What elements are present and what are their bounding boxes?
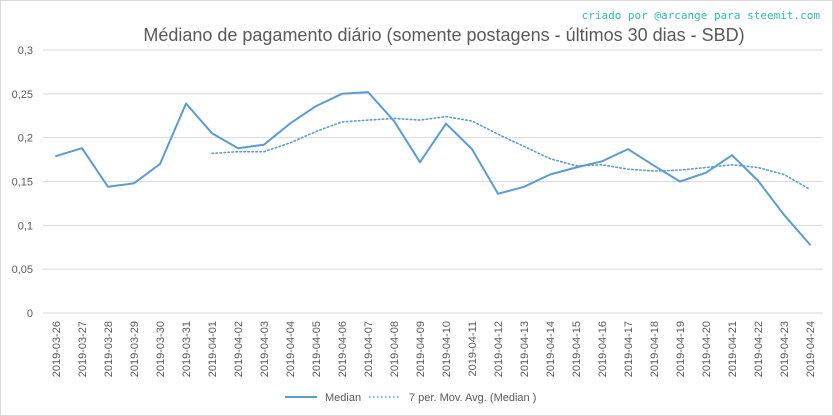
y-tick-label: 0,25: [12, 89, 33, 101]
chart-title: Médiano de pagamento diário (somente pos…: [143, 25, 745, 45]
x-tick-label: 2019-03-26: [51, 321, 63, 377]
x-tick-label: 2019-04-21: [727, 321, 739, 377]
x-tick-label: 2019-04-24: [805, 321, 817, 377]
x-tick-label: 2019-04-22: [753, 321, 765, 377]
x-tick-label: 2019-04-10: [441, 321, 453, 377]
x-tick-label: 2019-04-04: [285, 321, 297, 377]
y-tick-label: 0,1: [18, 220, 33, 232]
x-tick-label: 2019-04-07: [363, 321, 375, 377]
y-tick-label: 0,05: [12, 264, 33, 276]
y-tick-label: 0,15: [12, 177, 33, 189]
y-tick-label: 0,3: [18, 45, 33, 57]
y-tick-label: 0,2: [18, 133, 33, 145]
x-tick-label: 2019-04-09: [415, 321, 427, 377]
x-tick-label: 2019-04-08: [389, 321, 401, 377]
moving-average-series-line: [211, 115, 811, 191]
median-series-line: [55, 91, 811, 246]
x-tick-label: 2019-03-30: [155, 321, 167, 377]
credit-text: criado por @arcange para steemit.com: [581, 9, 820, 22]
x-tick-label: 2019-04-13: [519, 321, 531, 377]
x-tick-label: 2019-04-23: [779, 321, 791, 377]
x-tick-label: 2019-04-19: [675, 321, 687, 377]
legend-moving-average-label: 7 per. Mov. Avg. (Median ): [409, 392, 536, 404]
x-tick-label: 2019-04-01: [207, 321, 219, 377]
x-tick-label: 2019-04-11: [467, 321, 479, 376]
x-tick-label: 2019-04-16: [597, 321, 609, 377]
x-tick-label: 2019-04-17: [623, 321, 635, 377]
x-tick-label: 2019-04-03: [259, 321, 271, 377]
x-tick-label: 2019-04-02: [233, 321, 245, 377]
x-tick-label: 2019-04-18: [649, 321, 661, 377]
x-tick-label: 2019-03-28: [103, 321, 115, 377]
x-tick-label: 2019-03-31: [181, 321, 193, 377]
x-tick-label: 2019-04-15: [571, 321, 583, 377]
x-tick-label: 2019-04-12: [493, 321, 505, 377]
x-tick-label: 2019-03-29: [129, 321, 141, 377]
x-tick-label: 2019-03-27: [77, 321, 89, 377]
y-tick-label: 0: [27, 308, 33, 320]
x-tick-label: 2019-04-06: [337, 321, 349, 377]
x-tick-label: 2019-04-20: [701, 321, 713, 377]
x-tick-label: 2019-04-14: [545, 321, 557, 377]
legend-median-label: Median: [325, 392, 361, 404]
x-tick-label: 2019-04-05: [311, 321, 323, 377]
